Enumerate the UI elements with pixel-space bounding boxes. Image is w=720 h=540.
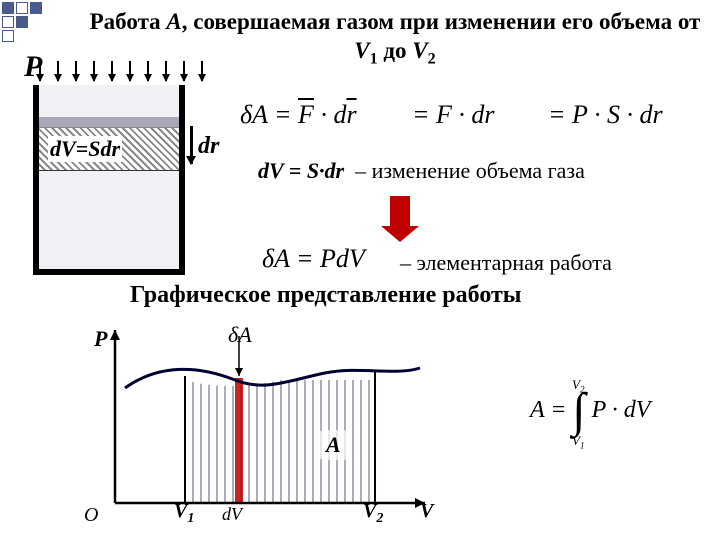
dv-explain: dV = S·dr – изменение объема газа: [258, 158, 585, 184]
dr-arrow: [190, 126, 193, 164]
dv-label: dV=Sdr: [48, 136, 122, 162]
slide-title: Работа A, совершаемая газом при изменени…: [85, 8, 705, 69]
v1-label: V1: [174, 500, 194, 527]
down-arrow-icon: [390, 196, 410, 228]
v-axis-label: V: [420, 500, 433, 523]
pv-chart: [80, 318, 440, 528]
area-A-label: A: [320, 430, 347, 460]
dv-axis-label: dV: [222, 504, 242, 525]
origin-label: O: [84, 504, 98, 527]
v2-label: V2: [363, 500, 383, 527]
equation-3: = P · S · dr: [548, 100, 663, 130]
equation-4: δA = PdV: [262, 244, 365, 274]
p-axis-label: P: [94, 326, 107, 352]
equation-2: = F · dr: [412, 100, 495, 130]
integral-formula: V2 V1 A = ∫ P · dV: [530, 392, 650, 430]
dA-label: δA: [228, 322, 252, 348]
elementary-work-label: – элементарная работа: [400, 250, 612, 276]
dr-label: dr: [198, 133, 219, 160]
equation-1: δA = F · dr: [240, 100, 357, 130]
graphic-title: Графическое представление работы: [130, 282, 522, 309]
